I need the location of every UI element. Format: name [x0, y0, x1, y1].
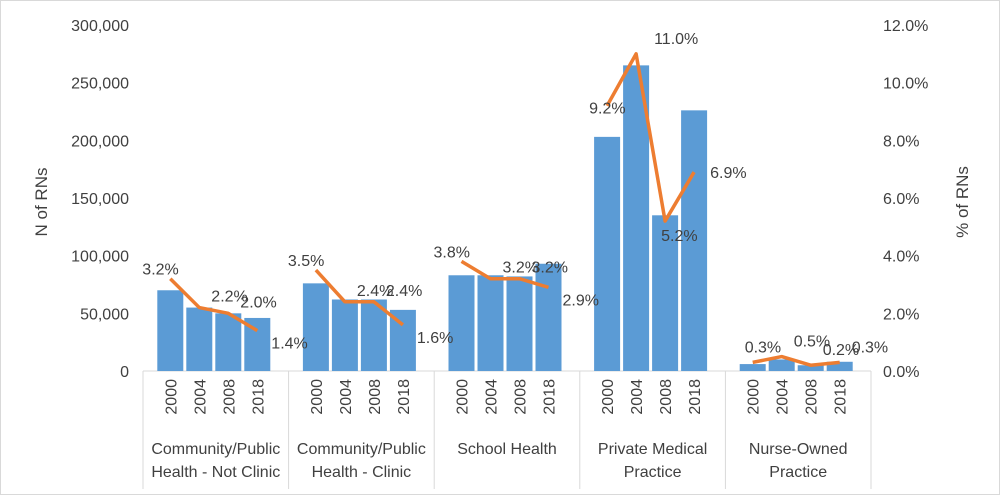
y-right-tick-label: 2.0% — [883, 306, 919, 323]
pct-data-label: 2.0% — [240, 294, 276, 311]
y-left-tick-label: 300,000 — [71, 18, 129, 35]
y-left-tick-label: 0 — [120, 364, 129, 381]
pct-data-label: 3.2% — [142, 262, 178, 279]
y-left-tick-label: 150,000 — [71, 191, 129, 208]
x-category-label: Health - Not Clinic — [151, 464, 280, 481]
x-tick-label-year: 2008 — [658, 379, 675, 415]
bar — [623, 65, 650, 371]
bar — [477, 275, 504, 371]
pct-data-label: 0.2% — [823, 342, 859, 359]
pct-data-label: 2.9% — [563, 292, 599, 309]
x-category-label: Practice — [624, 464, 682, 481]
y-axis-right-title: % of RNs — [953, 166, 972, 238]
pct-line-series — [169, 277, 259, 333]
x-category-label: School Health — [457, 441, 557, 458]
x-tick-label-year: 2018 — [250, 379, 267, 415]
x-tick-label-year: 2018 — [833, 379, 850, 415]
x-tick-label-year: 2004 — [775, 379, 792, 415]
pct-line-series — [752, 354, 840, 367]
y-right-tick-label: 4.0% — [883, 249, 919, 266]
x-tick-label-year: 2004 — [338, 379, 355, 415]
x-tick-label-year: 2000 — [163, 379, 180, 415]
x-tick-label-year: 2004 — [629, 379, 646, 415]
x-tick-label-year: 2018 — [396, 379, 413, 415]
pct-data-label: 2.4% — [386, 283, 422, 300]
y-left-tick-label: 50,000 — [80, 306, 129, 323]
bar — [535, 263, 562, 371]
pct-data-label: 9.2% — [589, 101, 625, 118]
x-tick-label-year: 2004 — [484, 379, 501, 415]
bar — [652, 215, 679, 371]
x-category-label: Practice — [769, 464, 827, 481]
x-tick-label-year: 2008 — [367, 379, 384, 415]
pct-data-label: 2.2% — [211, 289, 247, 306]
x-category-label: Nurse-Owned — [749, 441, 848, 458]
bar — [215, 313, 242, 371]
pct-data-label: 1.6% — [417, 330, 453, 347]
pct-data-label: 3.2% — [503, 260, 539, 277]
y-left-tick-label: 250,000 — [71, 76, 129, 93]
y-right-tick-label: 12.0% — [883, 18, 928, 35]
x-category-label: Community/Public — [297, 441, 426, 458]
x-tick-label-year: 2008 — [221, 379, 238, 415]
pct-data-label: 0.5% — [794, 334, 830, 351]
bar — [797, 365, 824, 371]
y-axis-left-title: N of RNs — [32, 168, 51, 237]
bar — [768, 359, 795, 371]
bar — [739, 364, 766, 371]
x-tick-label-year: 2000 — [600, 379, 617, 415]
x-category-label: Private Medical — [598, 441, 707, 458]
pct-line-series — [605, 52, 696, 223]
pct-data-label: 1.4% — [271, 336, 307, 353]
bar — [506, 276, 533, 371]
x-tick-label-year: 2018 — [542, 379, 559, 415]
pct-data-label: 0.3% — [745, 339, 781, 356]
y-left-tick-label: 100,000 — [71, 249, 129, 266]
y-right-tick-label: 8.0% — [883, 133, 919, 150]
bar — [186, 307, 213, 371]
bar — [681, 110, 708, 371]
pct-data-label: 5.2% — [661, 228, 697, 245]
pct-line-series — [460, 259, 550, 290]
bar — [594, 136, 621, 371]
x-tick-label-year: 2000 — [309, 379, 326, 415]
y-right-tick-label: 10.0% — [883, 76, 928, 93]
y-right-tick-label: 0.0% — [883, 364, 919, 381]
x-tick-label-year: 2018 — [687, 379, 704, 415]
labels-layer: 2000 2004 2008 2018 3.2% 2.2%2.0% 1.4% Communit… — [142, 31, 888, 481]
pct-line-series — [314, 268, 404, 327]
bar — [360, 299, 387, 371]
x-tick-label-year: 2004 — [192, 379, 209, 415]
x-category-label: Health - Clinic — [312, 464, 412, 481]
bars-layer — [157, 65, 853, 371]
axes-layer: 0 50,000 100,000 150,000 200,000 250,000 300,0… — [71, 18, 928, 489]
pct-data-label: 2.4% — [357, 283, 393, 300]
pct-data-label: 0.3% — [852, 339, 888, 356]
x-category-label: Community/Public — [151, 441, 280, 458]
x-tick-label-year: 2000 — [455, 379, 472, 415]
pct-data-label: 11.0% — [654, 31, 698, 48]
bar — [157, 290, 184, 371]
lines-layer — [169, 52, 840, 367]
bar — [331, 299, 358, 371]
x-tick-label-year: 2008 — [804, 379, 821, 415]
bar — [826, 361, 853, 371]
bar — [302, 283, 329, 371]
pct-data-label: 3.8% — [434, 244, 470, 261]
pct-data-label: 3.2% — [532, 260, 568, 277]
bar — [448, 275, 475, 371]
y-right-tick-label: 6.0% — [883, 191, 919, 208]
pct-data-label: 3.5% — [288, 253, 324, 270]
pct-data-label: 6.9% — [710, 165, 746, 182]
y-left-tick-label: 200,000 — [71, 133, 129, 150]
x-tick-label-year: 2000 — [746, 379, 763, 415]
x-tick-label-year: 2008 — [513, 379, 530, 415]
